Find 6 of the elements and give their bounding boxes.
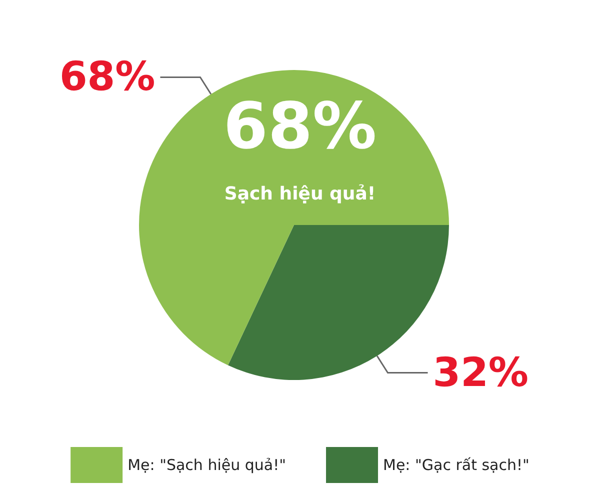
data-label: 32%: [432, 350, 529, 396]
data-label: 68%: [59, 54, 156, 100]
legend-label: Mẹ: "Gạc rất sạch!": [383, 456, 530, 474]
legend-label: Mẹ: "Sạch hiệu quả!": [128, 456, 286, 474]
text: Sạch hiệu quả!: [224, 184, 376, 204]
text: 68%: [223, 90, 377, 164]
